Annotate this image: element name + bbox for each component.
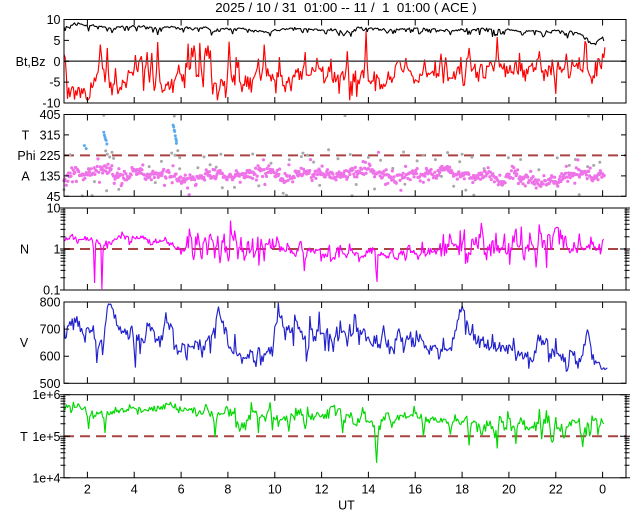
- svg-text:Phi: Phi: [17, 149, 35, 163]
- svg-text:5: 5: [54, 34, 61, 48]
- svg-text:8: 8: [224, 483, 231, 497]
- svg-text:T: T: [22, 128, 30, 142]
- svg-text:12: 12: [315, 483, 329, 497]
- svg-text:2025 / 10 / 31 01:00 -- 11 /: 2025 / 10 / 31 01:00 -- 11 / 1 01:00 ( A…: [215, 0, 476, 15]
- svg-text:10: 10: [268, 483, 282, 497]
- svg-text:500: 500: [40, 377, 61, 391]
- svg-text:4: 4: [131, 483, 138, 497]
- svg-text:16: 16: [408, 483, 422, 497]
- svg-text:405: 405: [40, 108, 61, 122]
- svg-text:A: A: [21, 169, 30, 183]
- svg-text:2: 2: [84, 483, 91, 497]
- svg-text:N: N: [20, 243, 29, 257]
- svg-text:135: 135: [40, 169, 61, 183]
- svg-text:-10: -10: [42, 97, 60, 111]
- svg-text:0: 0: [54, 55, 61, 69]
- svg-text:1e+6: 1e+6: [32, 388, 60, 402]
- svg-text:-5: -5: [49, 76, 60, 90]
- svg-text:T: T: [20, 430, 28, 444]
- svg-text:0: 0: [599, 483, 606, 497]
- svg-text:V: V: [20, 336, 29, 350]
- svg-text:18: 18: [455, 483, 469, 497]
- svg-text:UT: UT: [338, 498, 355, 512]
- svg-text:14: 14: [361, 483, 375, 497]
- svg-text:22: 22: [549, 483, 563, 497]
- svg-text:1e+4: 1e+4: [32, 471, 60, 485]
- svg-text:20: 20: [502, 483, 516, 497]
- svg-text:6: 6: [178, 483, 185, 497]
- svg-text:10: 10: [47, 13, 61, 27]
- svg-text:800: 800: [40, 296, 61, 310]
- svg-text:700: 700: [40, 323, 61, 337]
- svg-text:0.1: 0.1: [43, 284, 60, 298]
- svg-text:600: 600: [40, 350, 61, 364]
- svg-text:10: 10: [47, 202, 61, 216]
- svg-text:315: 315: [40, 128, 61, 142]
- svg-text:1: 1: [54, 243, 61, 257]
- svg-text:45: 45: [47, 190, 61, 204]
- svg-text:Bt,Bz: Bt,Bz: [16, 55, 46, 69]
- svg-text:225: 225: [40, 149, 61, 163]
- svg-text:1e+5: 1e+5: [32, 430, 60, 444]
